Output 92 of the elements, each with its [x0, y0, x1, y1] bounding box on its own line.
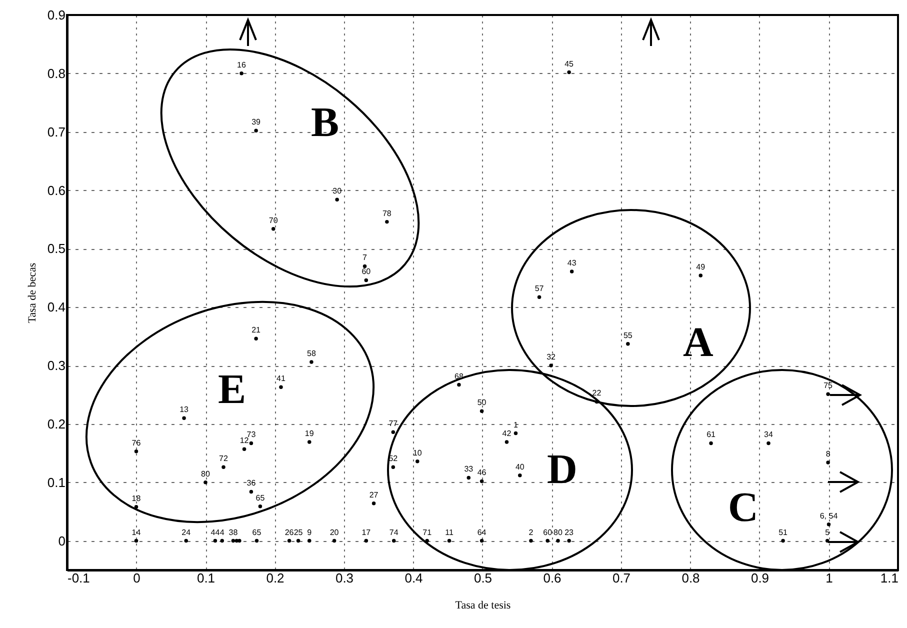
- annotation: 9: [307, 528, 312, 537]
- x-tick-label: 1: [826, 570, 833, 586]
- annotation: 42: [502, 429, 512, 438]
- x-axis-title: Tasa de tesis: [455, 600, 511, 612]
- annotation: 77: [388, 419, 398, 428]
- annotation: 27: [369, 490, 379, 500]
- annotation: 6, 54: [820, 511, 838, 520]
- y-tick-label: 0.7: [47, 124, 66, 140]
- x-tick-label: 0.5: [474, 570, 492, 586]
- annotation: 80: [201, 469, 210, 478]
- x-tick-label: 0: [133, 570, 140, 586]
- x-tick-label: 0.8: [682, 570, 700, 586]
- annotation: C: [728, 485, 758, 531]
- y-tick-label: 0.1: [47, 474, 66, 490]
- y-tick-label: 0.5: [47, 241, 66, 256]
- annotation: 51: [778, 528, 788, 537]
- x-tick-label: 0.7: [612, 570, 631, 586]
- annotation: 46: [477, 468, 487, 478]
- y-tick-label: 0.9: [47, 8, 66, 22]
- annotation: 30: [332, 186, 342, 196]
- y-tick-label: 0.8: [47, 66, 66, 81]
- annotation: 41: [276, 374, 286, 384]
- annotation: 4: [220, 528, 225, 537]
- annotation: 78: [382, 208, 392, 218]
- annotation: 40: [515, 462, 525, 472]
- y-tick-label: 0.6: [47, 182, 66, 198]
- x-tick-label: 0.1: [196, 570, 216, 586]
- annotation: 24: [182, 528, 192, 537]
- annotation: 55: [623, 330, 633, 340]
- annotation: 11: [445, 528, 454, 537]
- annotation: A: [683, 320, 714, 366]
- annotation: 65: [256, 493, 266, 502]
- annotation: 7: [362, 253, 368, 262]
- annotation: 57: [534, 284, 544, 294]
- x-tick-label: -0.1: [68, 570, 90, 586]
- x-tick-label: 0.9: [750, 570, 770, 586]
- x-tick-label: 0.3: [335, 570, 354, 586]
- annotation: 75: [824, 381, 834, 390]
- annotation: 74: [389, 528, 399, 537]
- annotation: 60: [543, 528, 553, 537]
- annotation: 58: [307, 349, 316, 358]
- annotation: 65: [252, 528, 262, 537]
- x-tick-label: 0.6: [543, 570, 562, 586]
- annotation: 21: [252, 326, 262, 335]
- x-tick-label: 0.2: [266, 570, 284, 586]
- annotation: 73: [246, 430, 256, 440]
- annotation: B: [311, 100, 340, 146]
- x-tick-label: 0.4: [404, 570, 423, 586]
- annotation: 76: [132, 438, 142, 448]
- annotation: 71: [422, 528, 432, 537]
- annotation: 19: [304, 429, 314, 438]
- annotation: 32: [546, 352, 556, 362]
- annotation: 72: [219, 454, 228, 464]
- annotation: 8: [826, 450, 831, 459]
- annotation: 36: [246, 478, 256, 488]
- annotation: 26: [284, 528, 294, 537]
- annotation: 13: [180, 405, 190, 414]
- annotation: E: [218, 367, 246, 413]
- x-tick-label: 1.1: [880, 570, 898, 586]
- annotation: 43: [567, 258, 577, 268]
- annotation: 2: [528, 528, 534, 537]
- annotation: 20: [330, 528, 340, 537]
- annotation: 33: [464, 464, 474, 474]
- annotation: 80: [554, 528, 563, 537]
- annotation: 45: [564, 59, 574, 68]
- annotation: 23: [564, 528, 574, 537]
- y-tick-label: 0.3: [47, 358, 66, 374]
- annotation: 5: [825, 528, 830, 537]
- annotation: 50: [477, 398, 487, 408]
- annotation: 18: [132, 494, 142, 503]
- annotation: 17: [362, 528, 372, 537]
- annotation: 14: [132, 528, 142, 537]
- annotation: 25: [294, 528, 304, 537]
- annotation: 1: [514, 420, 519, 430]
- y-tick-label: 0.4: [47, 300, 66, 315]
- annotation: 34: [764, 430, 774, 440]
- y-axis-title: Tasa de becas: [26, 262, 38, 324]
- annotation: 61: [706, 430, 716, 440]
- annotation: 64: [477, 528, 487, 537]
- annotation: 10: [412, 448, 422, 458]
- annotation: 49: [696, 262, 706, 272]
- annotation: 22: [592, 388, 602, 398]
- annotation: 44: [210, 528, 220, 537]
- annotation: 16: [237, 60, 247, 70]
- y-tick-label: 0: [58, 533, 66, 548]
- y-tick-label: 0.2: [47, 416, 66, 432]
- annotation: D: [547, 447, 578, 493]
- annotation: 70: [268, 216, 278, 225]
- annotation: 12: [240, 436, 250, 446]
- annotation: 60: [362, 267, 372, 276]
- annotation: 38: [228, 528, 238, 537]
- annotation: 39: [252, 118, 262, 127]
